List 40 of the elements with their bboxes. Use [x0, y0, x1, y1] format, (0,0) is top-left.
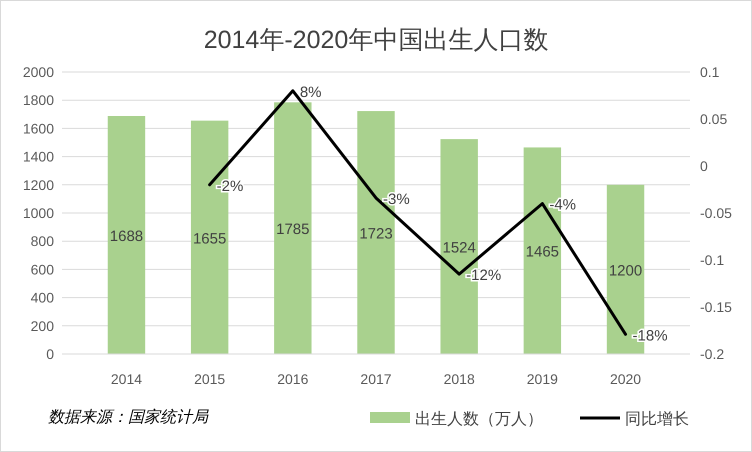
- y-tick-label: 1000: [22, 205, 54, 221]
- y-tick-label: 1200: [22, 176, 54, 193]
- y-tick-label: 2000: [22, 64, 54, 80]
- y2-tick-label: -0.2: [700, 346, 724, 362]
- data-label: 1723: [359, 226, 393, 243]
- y2-tick-label: -0.15: [700, 299, 732, 315]
- data-label: 1688: [110, 228, 144, 245]
- x-tick-label: 2015: [194, 371, 226, 387]
- y2-tick-label: 0.05: [700, 111, 728, 127]
- data-label: 1200: [608, 262, 642, 280]
- y2-tick-label: 0: [700, 158, 708, 174]
- y2-tick-label: -0.1: [700, 252, 724, 268]
- x-tick-label: 2016: [277, 371, 309, 387]
- legend-label: 同比增长: [625, 410, 689, 428]
- x-tick-label: 2014: [110, 371, 142, 387]
- y-tick-label: 0: [46, 346, 54, 362]
- y-tick-label: 600: [30, 261, 54, 278]
- legend-label: 出生人数（万人）: [415, 410, 543, 428]
- data-label: 8%: [300, 84, 322, 101]
- x-tick-label: 2020: [610, 371, 642, 387]
- bar: [108, 116, 146, 354]
- y-tick-label: 1600: [22, 120, 54, 136]
- y-tick-label: 1800: [22, 92, 54, 108]
- bar: [274, 102, 312, 354]
- y2-tick-label: 0.1: [700, 64, 720, 80]
- data-label: 1785: [276, 221, 310, 238]
- x-tick-label: 2019: [526, 371, 558, 387]
- data-label: 1524: [442, 240, 476, 257]
- y2-tick-label: -0.05: [700, 205, 732, 221]
- data-label: -2%: [216, 178, 244, 195]
- y-tick-label: 200: [30, 318, 54, 334]
- data-label: 1465: [526, 244, 560, 261]
- y-tick-label: 1400: [22, 148, 54, 165]
- chart-title: 2014年-2020年中国出生人口数: [204, 26, 548, 54]
- y-tick-label: 800: [30, 233, 54, 250]
- x-tick-label: 2018: [444, 371, 475, 387]
- x-tick-label: 2017: [360, 371, 392, 387]
- source-note: 数据来源：国家统计局: [48, 408, 209, 426]
- y-tick-label: 400: [30, 290, 54, 306]
- data-label: 1655: [192, 230, 226, 248]
